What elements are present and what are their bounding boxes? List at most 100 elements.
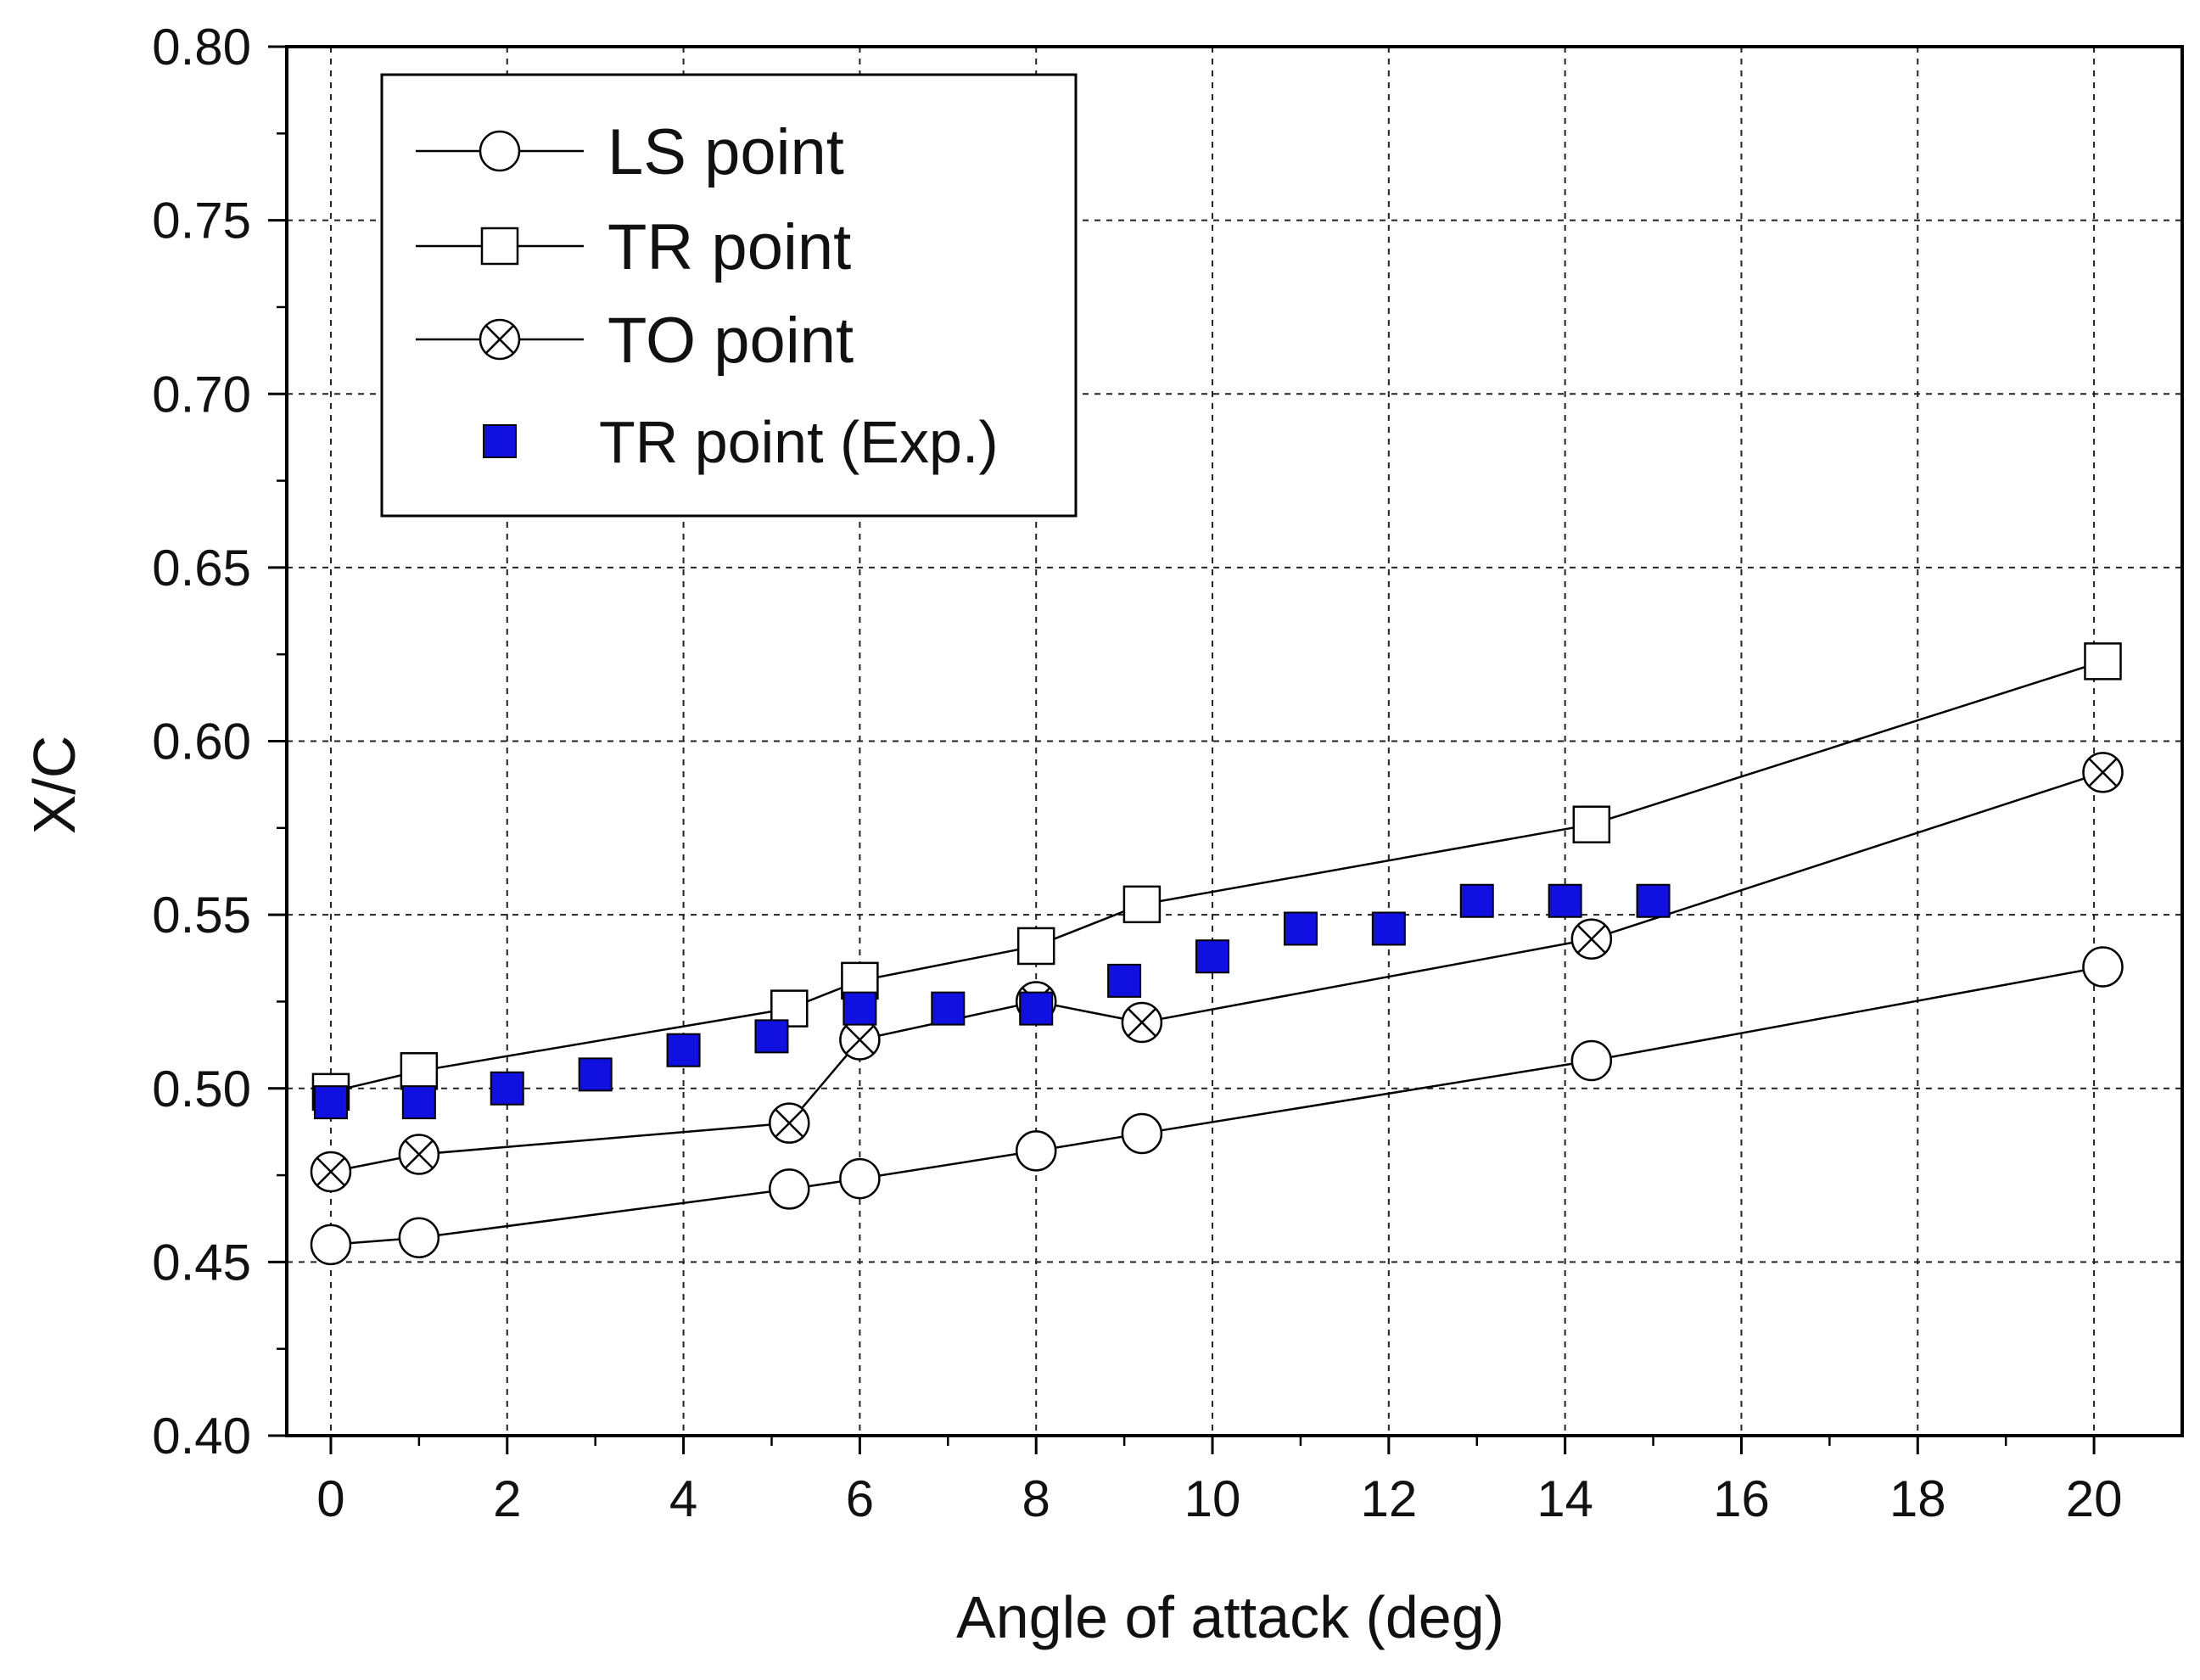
x-tick-label: 18 — [1889, 1470, 1946, 1527]
data-point — [1570, 1039, 1613, 1082]
filled-square-shape — [1195, 939, 1230, 974]
legend-label: TO point — [607, 305, 854, 377]
data-point — [2082, 946, 2124, 988]
square-marker-shape — [1016, 927, 1055, 966]
x-tick-label: 8 — [1022, 1470, 1050, 1527]
legend-label: TR point (Exp.) — [599, 409, 999, 475]
filled-square-shape — [1459, 883, 1494, 918]
y-tick-label: 0.60 — [152, 714, 251, 770]
data-point — [769, 1168, 810, 1210]
y-tick-label: 0.50 — [152, 1061, 251, 1117]
x-mark-shape — [404, 1140, 434, 1169]
data-point — [666, 1033, 701, 1067]
legend-label: LS point — [607, 116, 844, 188]
square-marker-shape — [2084, 642, 2122, 680]
legend-item: LS point — [416, 116, 844, 188]
data-point — [401, 1085, 436, 1120]
data-point — [1121, 1001, 1163, 1044]
data-point — [490, 1071, 524, 1106]
square-marker-shape — [400, 1052, 439, 1090]
data-point — [1195, 939, 1230, 974]
filled-square-shape — [578, 1057, 613, 1092]
circle-marker-shape — [839, 1157, 881, 1200]
x-tick-label: 10 — [1184, 1470, 1241, 1527]
filled-square-shape — [490, 1071, 524, 1106]
filled-square-shape — [313, 1085, 348, 1120]
x-tick-label: 20 — [2066, 1470, 2123, 1527]
filled-square-shape — [401, 1085, 436, 1120]
circle-marker-shape — [1121, 1112, 1163, 1155]
legend-marker — [479, 130, 521, 172]
data-point — [1459, 883, 1494, 918]
data-point — [400, 1052, 439, 1090]
legend-item: TO point — [416, 305, 854, 377]
filled-square-shape — [1636, 883, 1671, 918]
square-marker-shape — [480, 227, 519, 266]
filled-square-shape — [1371, 911, 1406, 946]
circle-marker-shape — [1570, 1039, 1613, 1082]
data-point — [839, 1019, 881, 1061]
x-tick-label: 16 — [1713, 1470, 1770, 1527]
data-point — [769, 1102, 810, 1144]
x-mark-shape — [774, 1108, 804, 1139]
y-tick-label: 0.55 — [152, 887, 251, 944]
legend-label: TR point — [607, 211, 851, 283]
x-mark-shape — [316, 1156, 346, 1187]
x-tick-label: 12 — [1360, 1470, 1417, 1527]
circle-marker-shape — [398, 1217, 440, 1258]
x-tick-label: 14 — [1537, 1470, 1593, 1527]
filled-square-shape — [1107, 963, 1142, 998]
filled-square-shape — [666, 1033, 701, 1067]
y-tick-label: 0.80 — [152, 19, 251, 76]
filled-square-shape — [754, 1019, 789, 1054]
legend-marker — [480, 227, 519, 266]
data-point — [313, 1085, 348, 1120]
data-point — [1570, 918, 1613, 960]
legend: LS point TR point TO point TR point (Exp.) — [380, 73, 1078, 518]
data-point — [1548, 883, 1582, 918]
data-point — [1636, 883, 1671, 918]
data-point — [310, 1224, 352, 1266]
data-point — [1572, 805, 1611, 843]
data-point — [398, 1217, 440, 1258]
data-point — [578, 1057, 613, 1092]
data-point — [1283, 911, 1318, 946]
series-line — [330, 966, 2103, 1246]
x-tick-label: 4 — [669, 1470, 697, 1527]
square-marker-shape — [1122, 885, 1162, 924]
series-ls-point — [310, 946, 2124, 1266]
y-tick-label: 0.45 — [152, 1234, 251, 1291]
legend-item: TR point (Exp.) — [483, 409, 999, 475]
data-point — [842, 991, 877, 1026]
data-point — [398, 1134, 440, 1175]
x-tick-label: 2 — [493, 1470, 521, 1527]
circle-marker-shape — [310, 1224, 352, 1266]
filled-square-shape — [1548, 883, 1582, 918]
data-point — [754, 1019, 789, 1054]
legend-marker — [483, 424, 517, 458]
filled-square-shape — [1019, 991, 1054, 1026]
y-tick-label: 0.70 — [152, 366, 251, 423]
x-tick-label: 0 — [316, 1470, 344, 1527]
x-mark-shape — [484, 324, 515, 355]
data-point — [1015, 1130, 1057, 1172]
data-point — [1016, 927, 1055, 966]
axes-layer: 0 2 4 6 8 10 12 14 16 18 20 0.40 0.45 0.50 0.55 0.60 0.6… — [152, 19, 2184, 1527]
filled-square-shape — [842, 991, 877, 1026]
data-point — [1122, 885, 1162, 924]
data-point — [2082, 752, 2124, 793]
data-point — [2084, 642, 2122, 680]
data-point — [1371, 911, 1406, 946]
x-mark-shape — [844, 1025, 875, 1055]
circle-marker-shape — [769, 1168, 810, 1210]
circle-marker-shape — [479, 130, 521, 172]
y-tick-label: 0.65 — [152, 540, 251, 596]
x-mark-shape — [2088, 757, 2118, 787]
filled-square-shape — [931, 991, 966, 1026]
series-line — [330, 660, 2103, 1094]
x-mark-shape — [1576, 924, 1607, 955]
legend-item: TR point — [416, 211, 851, 283]
series-to-point — [310, 752, 2124, 1193]
circle-marker-shape — [1015, 1130, 1057, 1172]
